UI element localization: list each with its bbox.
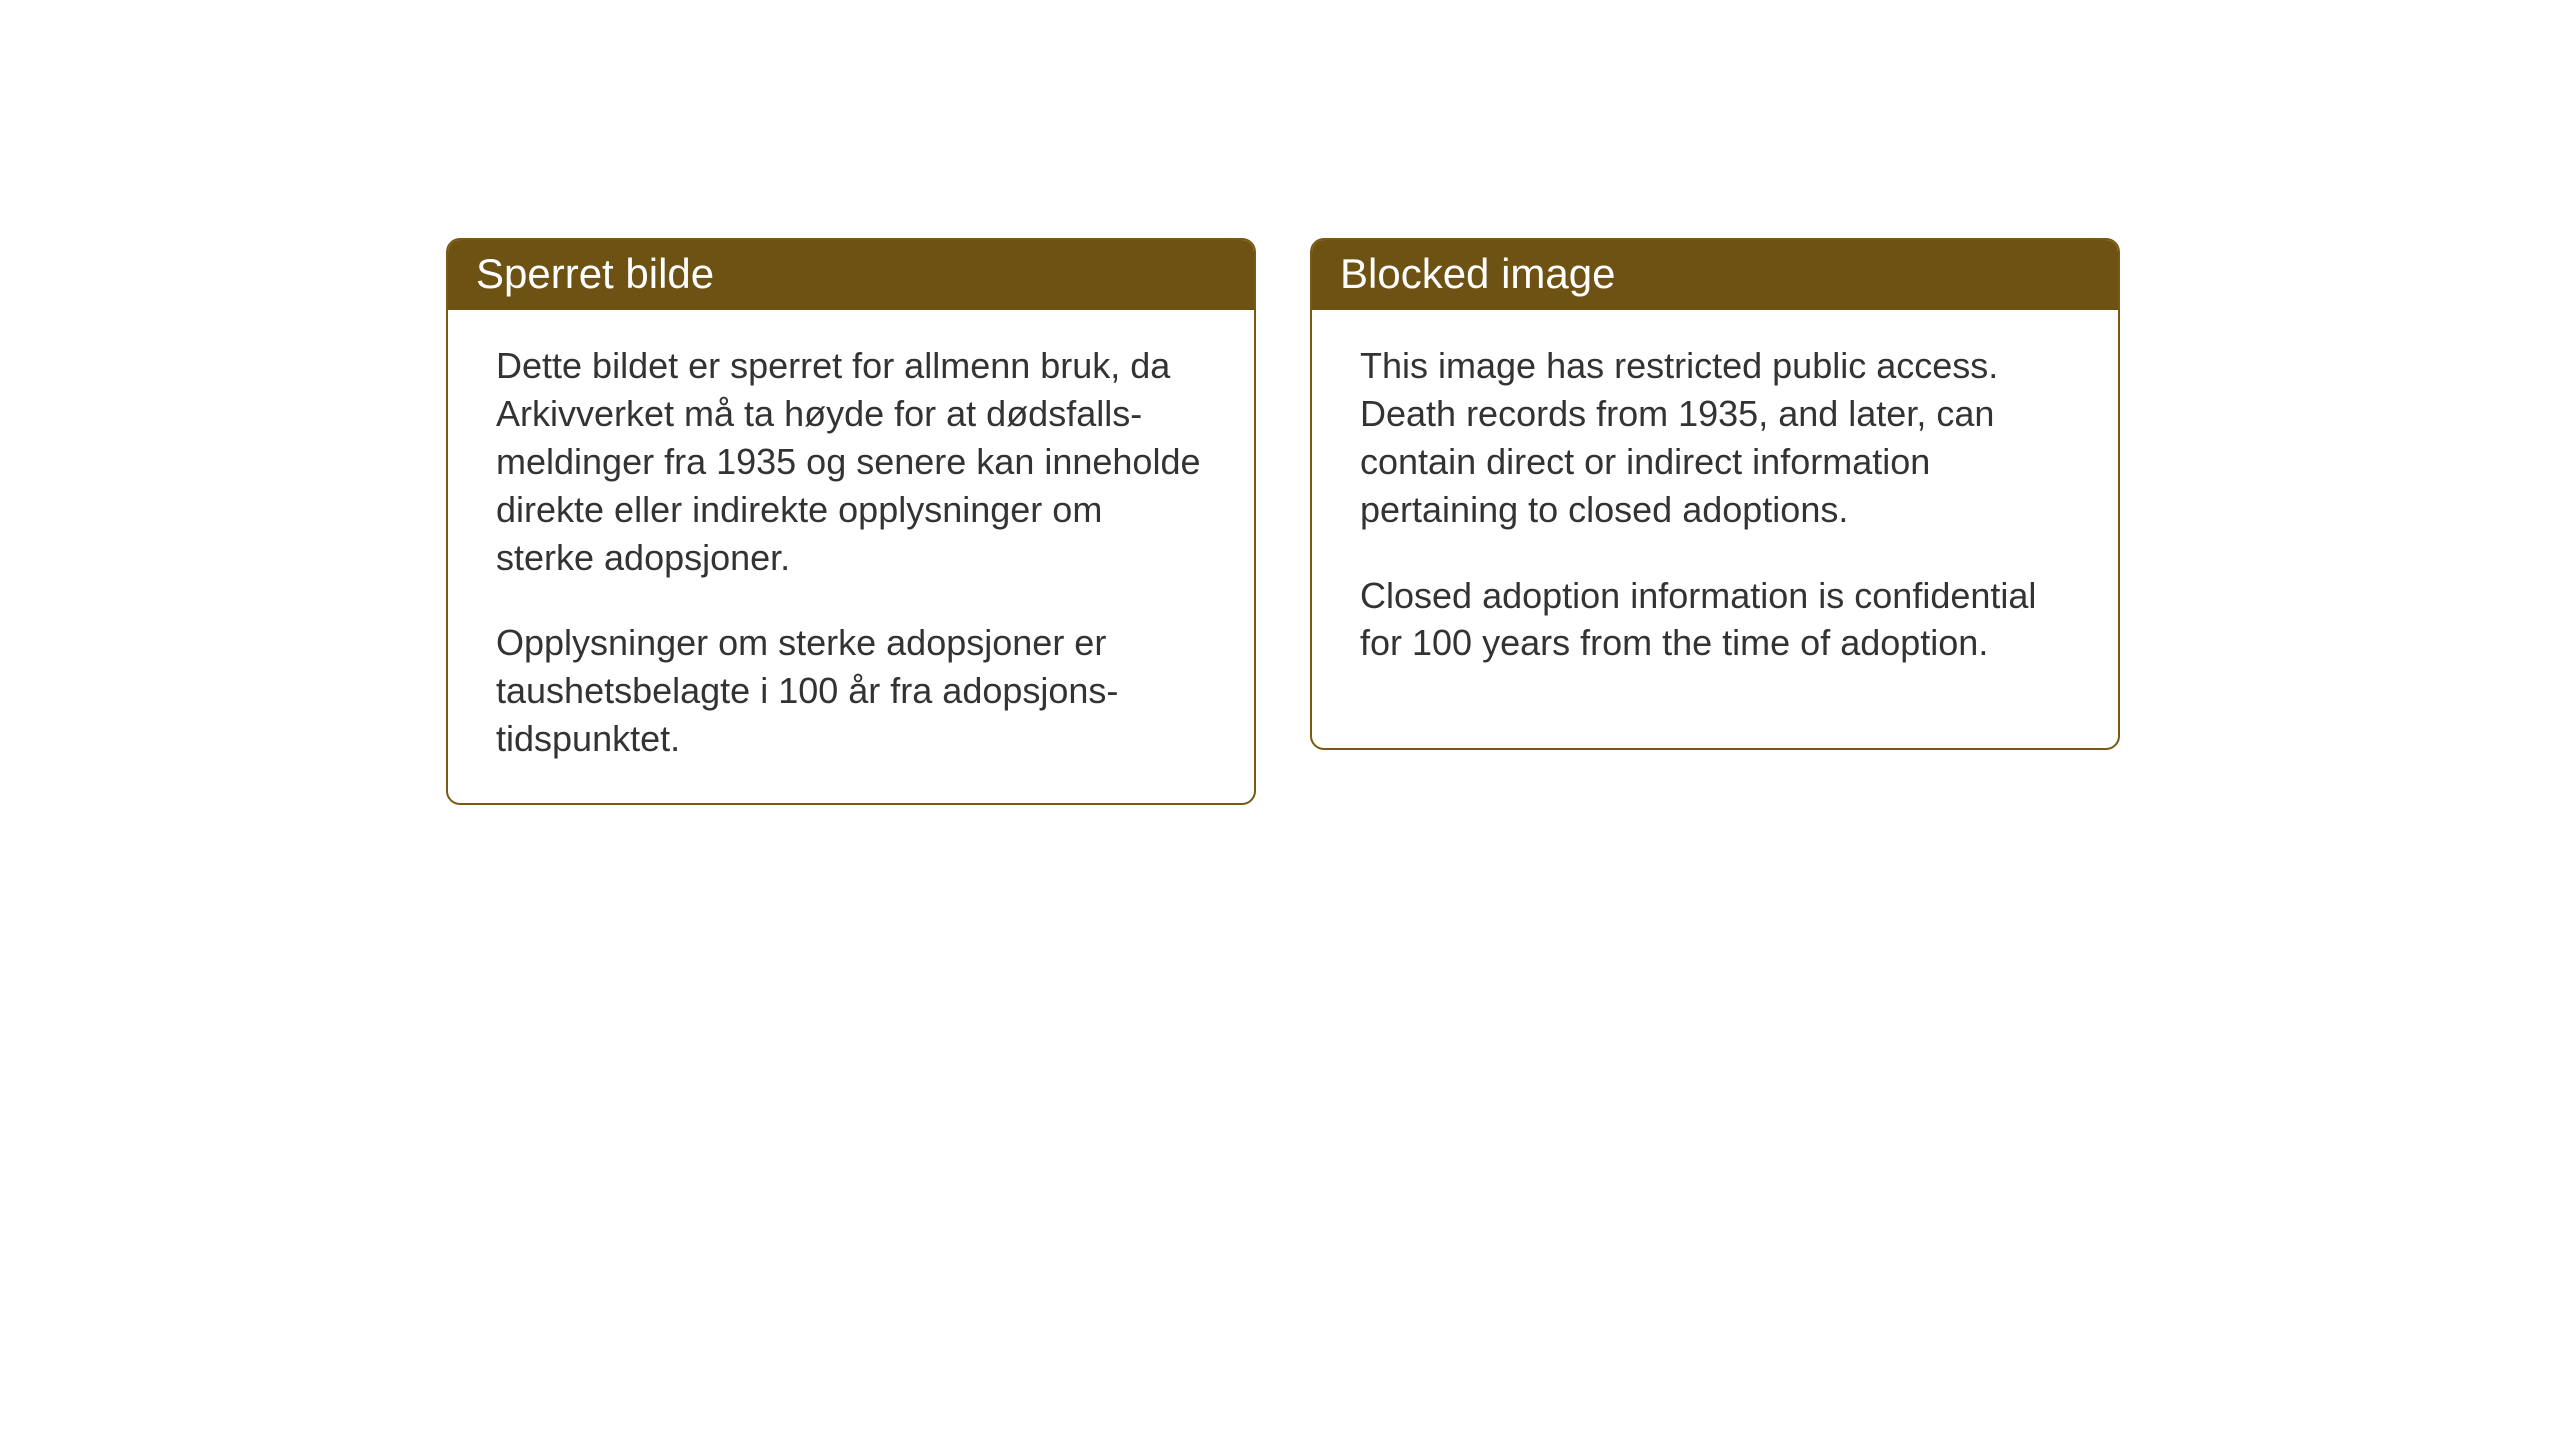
card-title-norwegian: Sperret bilde bbox=[476, 250, 714, 297]
paragraph-english-1: This image has restricted public access.… bbox=[1360, 342, 2070, 534]
card-body-english: This image has restricted public access.… bbox=[1312, 310, 2118, 707]
paragraph-norwegian-1: Dette bildet er sperret for allmenn bruk… bbox=[496, 342, 1206, 581]
card-header-norwegian: Sperret bilde bbox=[448, 240, 1254, 310]
card-title-english: Blocked image bbox=[1340, 250, 1615, 297]
paragraph-english-2: Closed adoption information is confident… bbox=[1360, 572, 2070, 668]
notice-card-english: Blocked image This image has restricted … bbox=[1310, 238, 2120, 750]
notice-cards-container: Sperret bilde Dette bildet er sperret fo… bbox=[446, 238, 2120, 805]
paragraph-norwegian-2: Opplysninger om sterke adopsjoner er tau… bbox=[496, 619, 1206, 763]
card-body-norwegian: Dette bildet er sperret for allmenn bruk… bbox=[448, 310, 1254, 803]
card-header-english: Blocked image bbox=[1312, 240, 2118, 310]
notice-card-norwegian: Sperret bilde Dette bildet er sperret fo… bbox=[446, 238, 1256, 805]
